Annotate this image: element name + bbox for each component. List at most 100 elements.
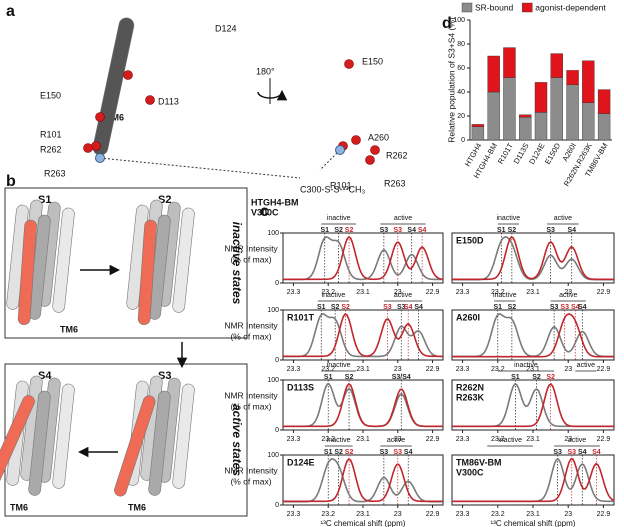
group-label: inactive xyxy=(327,362,351,369)
x-tick-label: 23.1 xyxy=(356,511,370,518)
state-label: S4 xyxy=(404,449,413,456)
state-label: S3 xyxy=(383,304,392,311)
state-label: S4 xyxy=(567,227,576,234)
state-label: S2 xyxy=(345,227,354,234)
residue-sphere xyxy=(370,145,380,155)
state-label: S2 xyxy=(345,449,354,456)
legend-swatch xyxy=(522,2,533,13)
state-label: S4 xyxy=(578,304,587,311)
panel-label: d xyxy=(442,15,452,32)
x-tick-label: 23.3 xyxy=(456,289,470,296)
x-tick-label: 23.3 xyxy=(287,366,301,373)
bar-segment xyxy=(550,53,563,78)
x-tick-label: 23.1 xyxy=(356,436,370,443)
state-label: S1 xyxy=(494,304,503,311)
state-label: S2 xyxy=(345,374,354,381)
residue-sphere xyxy=(145,95,155,105)
y-tick-label: 0 xyxy=(275,280,279,287)
y-tick-label: 0 xyxy=(275,357,279,364)
plot-name: D113S xyxy=(287,382,314,392)
bar-segment xyxy=(487,55,500,93)
rotation-label: 180° xyxy=(256,66,275,76)
x-tick-label: 23.1 xyxy=(526,511,540,518)
state-label: S3/S4 xyxy=(392,374,411,381)
state-box xyxy=(4,187,248,339)
helix xyxy=(0,395,35,493)
group-label: inactive xyxy=(498,437,522,444)
state-label: S4 xyxy=(571,304,580,311)
state-label: S2 xyxy=(334,449,343,456)
state-label: S2 xyxy=(508,227,517,234)
helix-label: TM6 xyxy=(128,502,146,512)
panel-label: c xyxy=(260,203,269,220)
x-tick-label: 23.3 xyxy=(456,511,470,518)
state-label: S3 xyxy=(380,227,389,234)
residue-label: R101 xyxy=(40,129,62,139)
plot-name: V300C xyxy=(251,207,279,217)
spectrum xyxy=(283,382,443,428)
spectrum xyxy=(452,313,614,358)
x-tick-label: 23.2 xyxy=(491,511,505,518)
helix-label: TM6 xyxy=(106,112,124,122)
x-tick-label: 22.9 xyxy=(597,289,611,296)
group-label: inactive xyxy=(514,362,538,369)
x-tick-label: 23.3 xyxy=(456,436,470,443)
residue-label: R263 xyxy=(44,168,66,178)
state-label: S2 xyxy=(508,304,517,311)
state-label: S4 xyxy=(407,227,416,234)
x-tick-label: 23.2 xyxy=(491,436,505,443)
bar-segment xyxy=(519,114,532,118)
state-label: S1 xyxy=(324,374,333,381)
y-axis-label: NMR Intensity xyxy=(224,320,278,330)
x-tick-label: 22.9 xyxy=(426,289,440,296)
x-tick-label: 23.2 xyxy=(321,366,335,373)
bar-segment xyxy=(597,89,611,114)
state-label: S2 xyxy=(546,374,555,381)
state-label: S3 xyxy=(560,304,569,311)
x-tick-label: 22.9 xyxy=(597,511,611,518)
state-label: S4 xyxy=(404,304,413,311)
x-axis-label: ¹³C chemical shift (ppm) xyxy=(321,519,406,527)
y-tick-label: 100 xyxy=(453,17,465,24)
state-label: S4 xyxy=(414,304,423,311)
helix xyxy=(137,219,157,326)
x-tick-label: 23.1 xyxy=(526,436,540,443)
panel-b: S1 S2 S3 S4 TM6 TM6 TM6 inactive states … xyxy=(0,187,248,517)
state-label: S3 xyxy=(553,449,562,456)
state-label: S2 xyxy=(341,304,350,311)
helix xyxy=(172,207,195,313)
state-label: S3 xyxy=(380,449,389,456)
bar-segment xyxy=(582,102,595,141)
residue-sphere xyxy=(123,70,133,80)
residue-label: R263 xyxy=(384,178,406,188)
x-tick-label: 23.2 xyxy=(491,366,505,373)
label-sphere xyxy=(335,145,345,155)
helix xyxy=(1,30,20,169)
y-axis-label: NMR Intensity xyxy=(224,390,278,400)
x-tick-label: 23.1 xyxy=(526,366,540,373)
plot-name: TM86V-BM xyxy=(456,457,502,467)
residue-label: D124 xyxy=(215,23,237,33)
group-label: active xyxy=(559,292,577,299)
plot-name: D124E xyxy=(287,457,315,467)
plot-name: R263K xyxy=(456,392,485,402)
residue-sphere xyxy=(91,141,101,151)
x-tick-label: 23 xyxy=(564,289,572,296)
group-label: inactive xyxy=(327,215,351,222)
state-label: S3 xyxy=(546,227,555,234)
x-tick-label: 22.9 xyxy=(426,511,440,518)
helix-label: TM6 xyxy=(10,502,28,512)
y-axis-label: NMR Intensity xyxy=(224,243,278,253)
spectrum xyxy=(283,457,443,503)
bar-segment xyxy=(519,116,532,141)
helix xyxy=(17,219,37,326)
state-label: S3 xyxy=(397,304,406,311)
spectrum xyxy=(452,236,614,281)
residue-label: E150 xyxy=(40,90,61,100)
y-tick-label: 60 xyxy=(457,65,465,72)
y-tick-label: 20 xyxy=(457,113,465,120)
bar-segment xyxy=(597,113,611,141)
bar-segment xyxy=(471,126,485,141)
state-label: S4 xyxy=(578,449,587,456)
